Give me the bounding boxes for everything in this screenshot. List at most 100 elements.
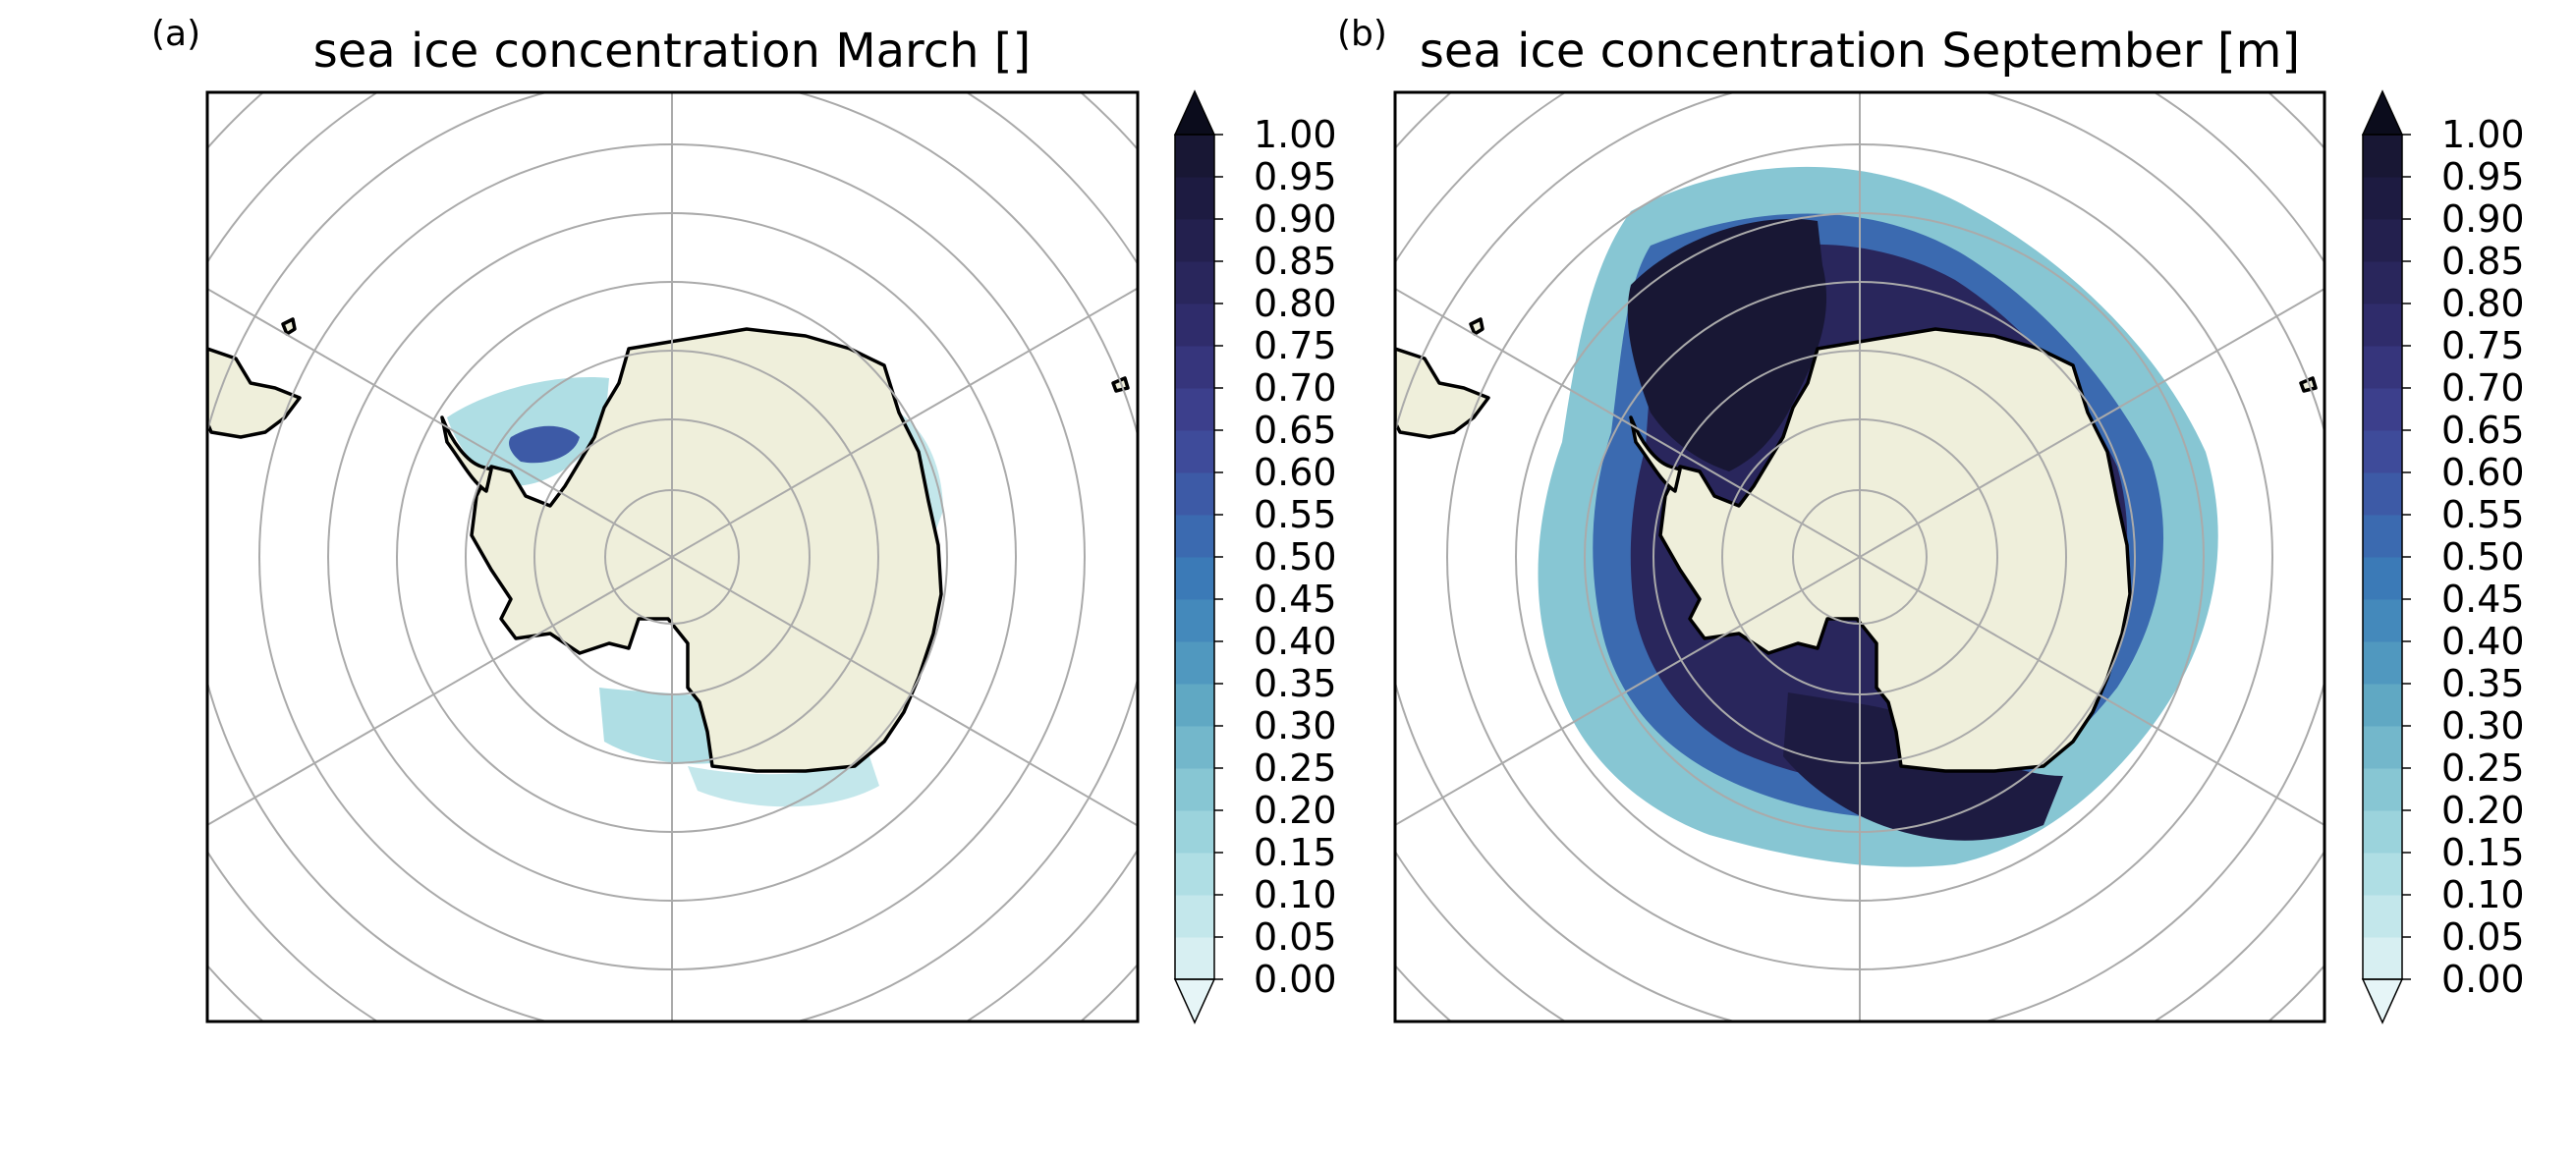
antarctic-peninsula-a — [440, 415, 493, 493]
south-america-b — [1395, 347, 1490, 439]
colorbar-a-tick-label: 0.10 — [1254, 873, 1337, 916]
colorbar-b-tick-label: 0.45 — [2441, 578, 2525, 621]
colorbar-b-tick-label: 1.00 — [2441, 113, 2525, 156]
colorbar-a-segment — [1175, 430, 1214, 473]
colorbar-a-tick-label: 0.40 — [1254, 620, 1337, 663]
weddell-ice-core — [509, 425, 580, 464]
colorbar-a-tick-label: 0.50 — [1254, 535, 1337, 579]
colorbar-a-tick-label: 0.15 — [1254, 831, 1337, 874]
colorbar-b-tick-label: 0.75 — [2441, 324, 2525, 367]
colorbar-b-tick-label: 0.00 — [2441, 958, 2525, 1001]
colorbar-b-segment — [2363, 261, 2402, 304]
colorbar-a: 1.000.950.900.850.800.750.700.650.600.55… — [1173, 89, 1337, 1024]
colorbar-a-tick-label: 0.85 — [1254, 240, 1337, 283]
colorbar-b-segment — [2363, 346, 2402, 389]
colorbar-b-tick-label: 0.80 — [2441, 282, 2525, 325]
colorbar-a-tick-label: 0.60 — [1254, 451, 1337, 494]
colorbar-b-tick-label: 0.90 — [2441, 197, 2525, 241]
colorbar-a-tick-label: 0.00 — [1254, 958, 1337, 1001]
south-america-a — [207, 347, 302, 439]
colorbar-b-tick-label: 0.70 — [2441, 366, 2525, 410]
colorbar-b-segment — [2363, 599, 2402, 642]
colorbar-a-tick-label: 0.35 — [1254, 662, 1337, 705]
gridlines-b — [1395, 92, 2324, 1022]
colorbar-a-tick-label: 0.80 — [1254, 282, 1337, 325]
panel-a-title: sea ice concentration March [] — [313, 24, 1031, 79]
colorbar-b-segment — [2363, 135, 2402, 178]
colorbar-b-segment — [2363, 684, 2402, 727]
colorbar-a-segment — [1175, 346, 1214, 389]
panel-b-letter: (b) — [1337, 14, 1387, 54]
antarctica-b — [1658, 327, 2132, 773]
colorbar-a-segment — [1175, 515, 1214, 558]
colorbar-b-segment — [2363, 219, 2402, 262]
colorbar-b-over-triangle — [2361, 89, 2404, 136]
colorbar-a-segment — [1175, 472, 1214, 516]
map-b-frame — [1393, 90, 2326, 1023]
colorbar-b-tick-label: 0.35 — [2441, 662, 2525, 705]
island-a1 — [281, 317, 297, 336]
panel-a: (a) sea ice concentration March [] — [151, 14, 1140, 1023]
antarctic-peninsula-b — [1629, 415, 1682, 493]
colorbar-a-tick-label: 0.45 — [1254, 578, 1337, 621]
colorbar-b-tick-label: 0.85 — [2441, 240, 2525, 283]
island-b1 — [1469, 317, 1484, 336]
colorbar-b: 1.000.950.900.850.800.750.700.650.600.55… — [2361, 89, 2525, 1024]
colorbar-a-segment — [1175, 726, 1214, 769]
colorbar-a-tick-label: 0.65 — [1254, 409, 1337, 452]
colorbar-a-tick-label: 0.55 — [1254, 493, 1337, 536]
colorbar-a-segment — [1175, 768, 1214, 811]
map-a — [207, 92, 1138, 1022]
colorbar-b-segment — [2363, 472, 2402, 516]
map-a-frame — [205, 90, 1140, 1023]
colorbar-b-segment — [2363, 304, 2402, 347]
colorbar-b-under-triangle — [2361, 978, 2404, 1024]
panel-b-title: sea ice concentration September [m] — [1420, 24, 2300, 79]
colorbar-b-segment — [2363, 853, 2402, 896]
colorbar-b-tick-label: 0.25 — [2441, 746, 2525, 790]
colorbar-a-tick-label: 0.90 — [1254, 197, 1337, 241]
colorbar-b-segment — [2363, 810, 2402, 854]
colorbar-a-tick-label: 0.20 — [1254, 789, 1337, 832]
colorbar-b-tick-label: 0.30 — [2441, 704, 2525, 747]
colorbar-b-tick-label: 0.15 — [2441, 831, 2525, 874]
colorbar-a-segment — [1175, 388, 1214, 431]
colorbar-a-segment — [1175, 135, 1214, 178]
colorbar-b-tick-label: 0.10 — [2441, 873, 2525, 916]
colorbar-a-tick-label: 0.70 — [1254, 366, 1337, 410]
colorbar-a-over-triangle — [1173, 89, 1216, 136]
map-b — [1395, 92, 2324, 1022]
colorbar-b-segment — [2363, 177, 2402, 220]
colorbar-a-under-triangle — [1173, 978, 1216, 1024]
colorbar-b-segment — [2363, 557, 2402, 600]
colorbar-a-segment — [1175, 895, 1214, 938]
colorbar-a-segment — [1175, 684, 1214, 727]
panel-a-letter: (a) — [151, 14, 200, 54]
colorbar-a-segment — [1175, 557, 1214, 600]
colorbar-b-tick-label: 0.50 — [2441, 535, 2525, 579]
colorbar-a-segment — [1175, 937, 1214, 980]
weddell-pack-ice — [1627, 218, 1827, 471]
colorbar-b-tick-label: 0.05 — [2441, 915, 2525, 959]
colorbar-a-segment — [1175, 261, 1214, 304]
gridlines-a — [207, 92, 1138, 1022]
colorbar-b-tick-label: 0.60 — [2441, 451, 2525, 494]
colorbar-b-tick-label: 0.65 — [2441, 409, 2525, 452]
colorbar-a-segment — [1175, 177, 1214, 220]
colorbar-a-segment — [1175, 810, 1214, 854]
colorbar-a-tick-label: 0.30 — [1254, 704, 1337, 747]
colorbar-b-segment — [2363, 937, 2402, 980]
colorbar-b-tick-label: 0.95 — [2441, 155, 2525, 198]
colorbar-a-segment — [1175, 853, 1214, 896]
colorbar-b-tick-label: 0.20 — [2441, 789, 2525, 832]
panel-b: (b) sea ice concentration September [m] — [1337, 14, 2326, 1023]
ross-ice — [599, 688, 727, 764]
colorbar-b-tick-label: 0.40 — [2441, 620, 2525, 663]
colorbar-a-tick-label: 0.25 — [1254, 746, 1337, 790]
colorbar-b-tick-label: 0.55 — [2441, 493, 2525, 536]
colorbar-b-segment — [2363, 641, 2402, 685]
colorbar-a-tick-label: 0.05 — [1254, 915, 1337, 959]
colorbar-a-segment — [1175, 599, 1214, 642]
colorbar-b-segment — [2363, 515, 2402, 558]
